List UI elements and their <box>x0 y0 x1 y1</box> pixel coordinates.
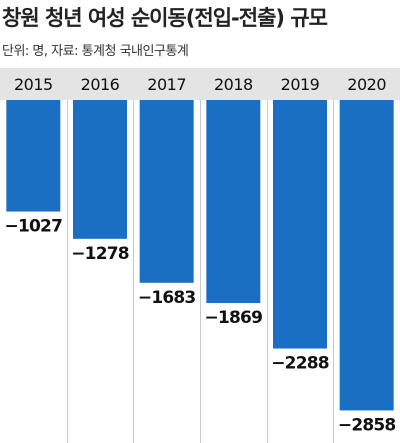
bar-value-label: −2288 <box>271 354 329 374</box>
chart-subtitle: 단위: 명, 자료: 통계청 국내인구통계 <box>2 44 189 59</box>
x-tick-label: 2019 <box>281 75 320 94</box>
bar-value-label: −1278 <box>71 244 129 264</box>
x-tick-label: 2016 <box>81 75 120 94</box>
bar-value-label: −1869 <box>205 308 263 328</box>
axis-band <box>0 68 400 100</box>
bar <box>206 100 261 304</box>
bar <box>139 100 194 283</box>
x-tick-label: 2020 <box>347 75 386 94</box>
bar <box>273 100 327 349</box>
bar-value-label: −1027 <box>5 217 63 237</box>
x-tick-label: 2017 <box>147 75 186 94</box>
bar <box>6 100 61 212</box>
x-tick-label: 2018 <box>214 75 253 94</box>
bar <box>73 100 127 239</box>
chart-title: 창원 청년 여성 순이동(전입-전출) 규모 <box>2 6 328 30</box>
bar <box>339 100 394 411</box>
bar-value-label: −1683 <box>138 288 196 308</box>
x-tick-label: 2015 <box>14 75 53 94</box>
bar-value-label: −2858 <box>338 415 396 435</box>
